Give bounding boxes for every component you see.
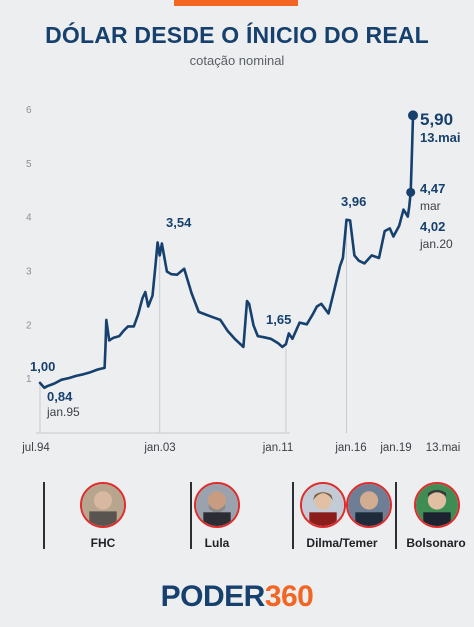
- x-tick-label: jul.94: [21, 442, 50, 454]
- term-divider: [43, 482, 45, 549]
- term-divider: [395, 482, 397, 549]
- annotation-value: 4,02: [420, 219, 445, 234]
- president-name: FHC: [90, 536, 116, 550]
- annotation-value: 0,84: [47, 389, 73, 404]
- portrait-dilma-icon: [300, 482, 346, 528]
- annotation-value: 1,00: [30, 359, 55, 374]
- y-tick-label: 4: [26, 213, 32, 224]
- portrait-bolsonaro-icon: [414, 482, 460, 528]
- y-tick-label: 2: [26, 320, 32, 331]
- annotation-value: 3,54: [166, 215, 192, 230]
- x-tick-label: jan.11: [262, 442, 293, 454]
- portrait-temer-icon: [346, 482, 392, 528]
- president-name: Dilma/Temer: [306, 536, 378, 550]
- logo-part-poder: PODER: [160, 580, 266, 613]
- series-line: [38, 114, 415, 390]
- logo-part-360: 360: [264, 580, 314, 613]
- annotation-value: 1,65: [266, 312, 291, 327]
- annotation-date: mar: [420, 199, 441, 213]
- chart-subtitle: cotação nominal: [189, 53, 285, 68]
- y-tick-label: 6: [26, 105, 32, 116]
- annotation-value: 4,47: [420, 181, 445, 196]
- president-name: Bolsonaro: [406, 536, 466, 550]
- annotation-value: 3,96: [341, 194, 366, 209]
- chart-title: DÓLAR DESDE O ÍNICIO DO REAL: [45, 22, 429, 48]
- annotation-date: 13.mai: [420, 130, 460, 145]
- annotation-value: 5,90: [420, 110, 453, 129]
- x-tick-label: jan.16: [334, 442, 366, 454]
- annotation-date: jan.95: [46, 405, 80, 419]
- y-tick-label: 1: [26, 374, 32, 385]
- x-tick-label: jan.19: [379, 442, 411, 454]
- data-point-marker: [408, 110, 418, 121]
- poder360-logo: PODER360: [0, 580, 474, 614]
- top-accent-bar: [174, 0, 298, 6]
- dollar-line-chart: 1 2 3 4 5 6 jul.94 jan.03 jan.11 jan.16 jan.19 13.m…: [21, 105, 461, 454]
- term-divider: [292, 482, 294, 549]
- portrait-lula-icon: [194, 482, 240, 528]
- annotation-date: jan.20: [419, 237, 453, 251]
- x-tick-label: 13.mai: [426, 442, 461, 454]
- portrait-fhc-icon: [80, 482, 126, 528]
- data-point-marker: [406, 187, 416, 197]
- y-tick-label: 3: [26, 267, 32, 278]
- president-name: Lula: [204, 536, 230, 550]
- y-tick-label: 5: [26, 159, 32, 170]
- term-divider: [190, 482, 192, 549]
- x-tick-label: jan.03: [143, 442, 175, 454]
